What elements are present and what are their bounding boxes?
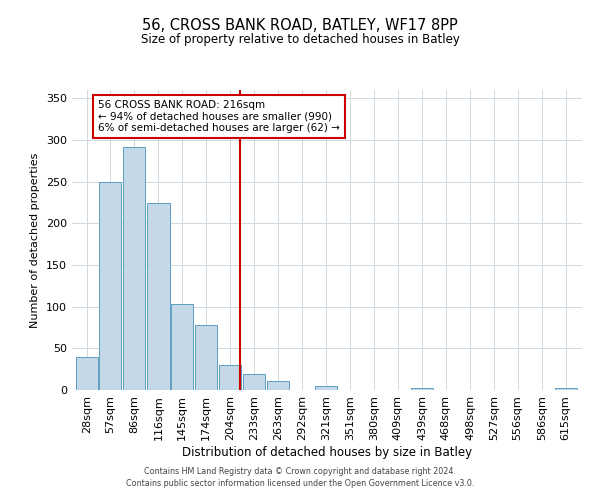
Bar: [123, 146, 145, 390]
Bar: [195, 325, 217, 390]
Bar: [243, 374, 265, 390]
Text: Contains public sector information licensed under the Open Government Licence v3: Contains public sector information licen…: [126, 478, 474, 488]
Text: 56 CROSS BANK ROAD: 216sqm
← 94% of detached houses are smaller (990)
6% of semi: 56 CROSS BANK ROAD: 216sqm ← 94% of deta…: [98, 100, 340, 133]
X-axis label: Distribution of detached houses by size in Batley: Distribution of detached houses by size …: [182, 446, 472, 458]
Text: Size of property relative to detached houses in Batley: Size of property relative to detached ho…: [140, 32, 460, 46]
Bar: [219, 365, 241, 390]
Y-axis label: Number of detached properties: Number of detached properties: [31, 152, 40, 328]
Bar: [411, 388, 433, 390]
Bar: [171, 304, 193, 390]
Bar: [148, 202, 170, 390]
Bar: [100, 182, 121, 390]
Text: 56, CROSS BANK ROAD, BATLEY, WF17 8PP: 56, CROSS BANK ROAD, BATLEY, WF17 8PP: [142, 18, 458, 32]
Text: Contains HM Land Registry data © Crown copyright and database right 2024.: Contains HM Land Registry data © Crown c…: [144, 467, 456, 476]
Bar: [315, 386, 337, 390]
Bar: [554, 388, 577, 390]
Bar: [76, 356, 98, 390]
Bar: [268, 381, 289, 390]
